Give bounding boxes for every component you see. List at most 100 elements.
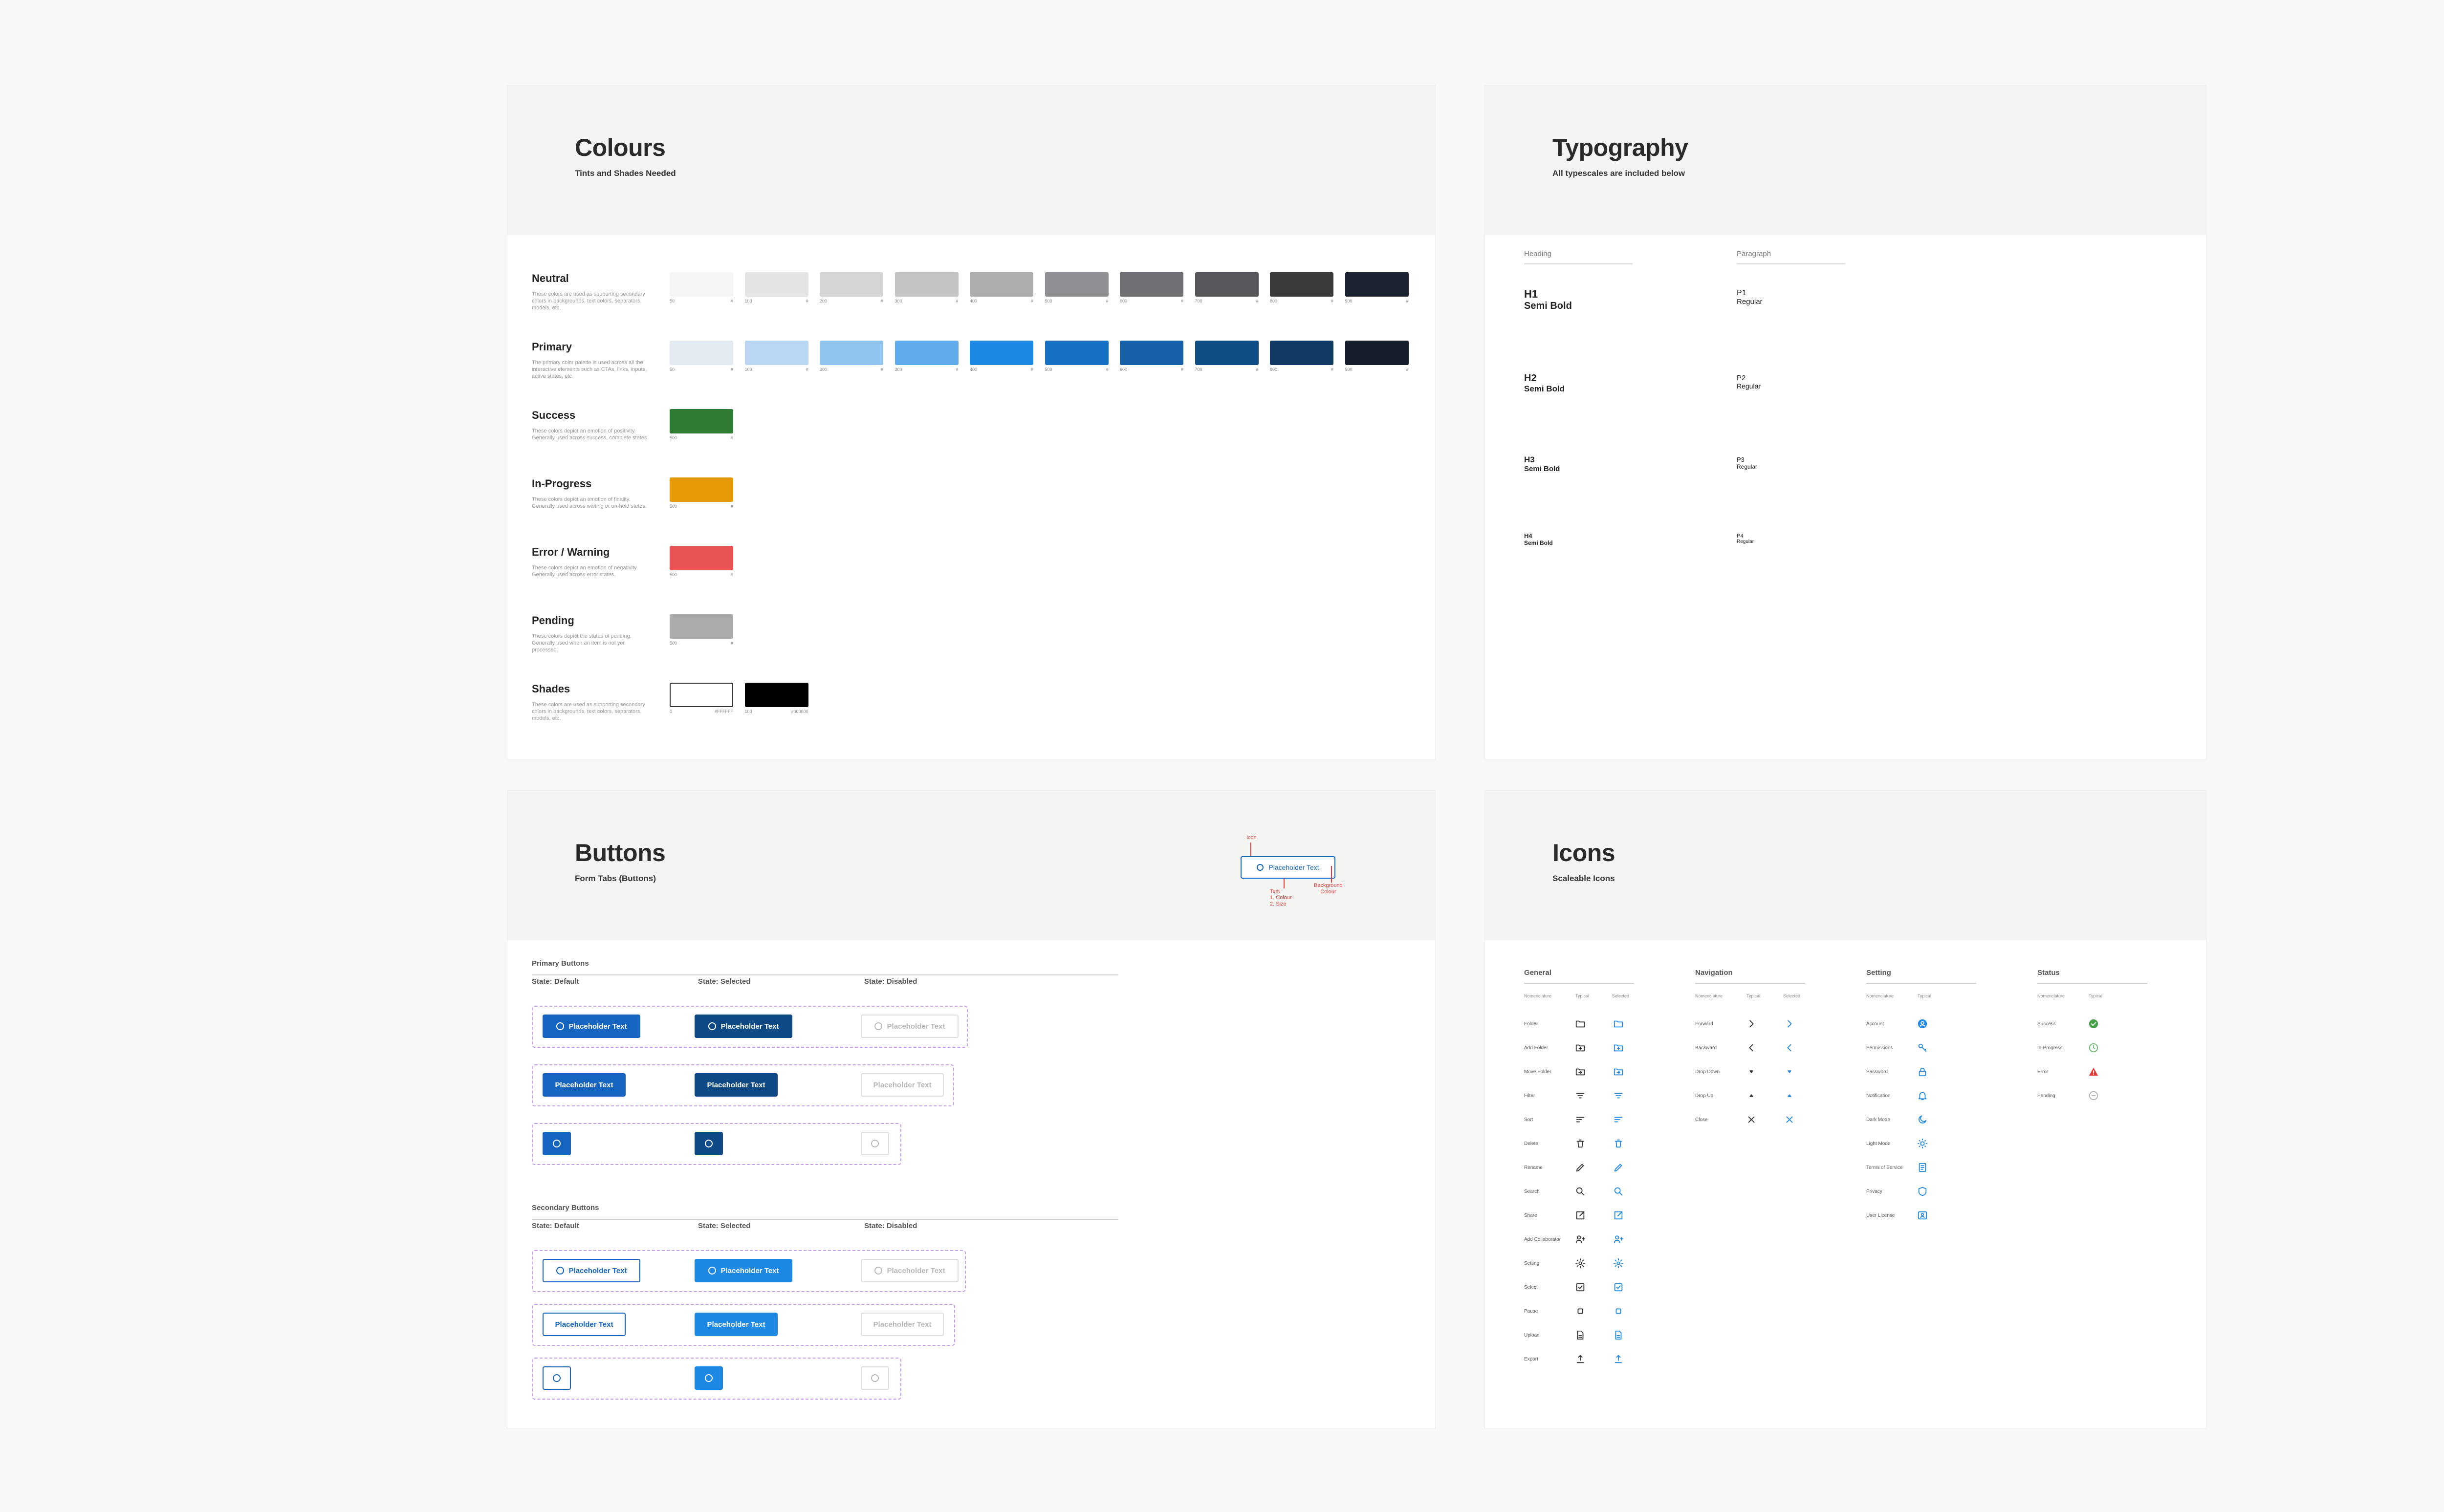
privacy-icon bbox=[1915, 1184, 1930, 1199]
setting-selected-icon bbox=[1611, 1256, 1626, 1271]
icon-column-header: Typical bbox=[1918, 994, 1932, 998]
swatch-hex: # bbox=[730, 299, 733, 303]
icon-column-header: Nomenclature bbox=[1695, 994, 1723, 998]
circle-icon bbox=[705, 1374, 713, 1382]
buttons-subtitle: Form Tabs (Buttons) bbox=[575, 874, 656, 883]
secondary-text-selected-button[interactable]: Placeholder Text bbox=[695, 1313, 778, 1336]
anno-text-size: 2. Size bbox=[1270, 901, 1287, 907]
icon-name: Pending bbox=[2037, 1093, 2055, 1099]
circle-icon bbox=[556, 1022, 564, 1030]
heading-tag: H1 bbox=[1524, 288, 1538, 300]
colour-swatch: 50 # bbox=[670, 341, 733, 374]
icon-name: Notification bbox=[1866, 1093, 1891, 1099]
swatch-hex: # bbox=[806, 367, 808, 372]
swatch-label: 500 # bbox=[1045, 367, 1109, 374]
icon-name: Close bbox=[1695, 1117, 1708, 1123]
swatch-hex: # bbox=[730, 572, 733, 577]
icon-column-divider bbox=[1695, 983, 1805, 984]
icon-column-divider bbox=[1866, 983, 1976, 984]
search-icon bbox=[1573, 1184, 1588, 1199]
colour-name: Error / Warning bbox=[532, 546, 610, 558]
icon-name: Add Folder bbox=[1524, 1045, 1548, 1051]
paragraph-sample-p4: P4 Regular bbox=[1737, 533, 1754, 544]
colour-name: Success bbox=[532, 409, 576, 421]
swatch-hex: # bbox=[1331, 299, 1333, 303]
colour-swatch: 300 # bbox=[895, 272, 959, 305]
swatch-label: 300 # bbox=[895, 367, 959, 374]
typography-title: Typography bbox=[1552, 134, 1688, 161]
primary-icon-text-default-button[interactable]: Placeholder Text bbox=[543, 1015, 640, 1038]
secondary-icon-text-selected-button[interactable]: Placeholder Text bbox=[695, 1259, 792, 1282]
swatch-label: 300 # bbox=[895, 299, 959, 305]
sort-selected-icon bbox=[1611, 1112, 1626, 1127]
colour-swatch: 100 # bbox=[744, 341, 808, 374]
secondary-icon-default-button[interactable] bbox=[543, 1366, 571, 1390]
swatch-fill bbox=[670, 546, 733, 570]
close-icon bbox=[1744, 1112, 1759, 1127]
swatch-fill bbox=[744, 341, 808, 365]
icon-column-header: Typical bbox=[1575, 994, 1590, 998]
delete-icon bbox=[1573, 1136, 1588, 1151]
colour-name: Shades bbox=[532, 683, 570, 695]
swatch-label: 900 # bbox=[1345, 367, 1409, 374]
icon-name: Export bbox=[1524, 1357, 1538, 1362]
add-folder-icon bbox=[1573, 1040, 1588, 1055]
secondary-icon-text-default-button[interactable]: Placeholder Text bbox=[543, 1259, 640, 1282]
paragraph-weight: Regular bbox=[1737, 463, 1758, 470]
pause-icon bbox=[1573, 1304, 1588, 1318]
primary-icon-text-selected-button[interactable]: Placeholder Text bbox=[695, 1015, 792, 1038]
swatch-fill bbox=[1045, 272, 1109, 297]
permissions-icon bbox=[1915, 1040, 1930, 1055]
dark-mode-icon bbox=[1915, 1112, 1930, 1127]
secondary-state-default: State: Default bbox=[532, 1222, 579, 1230]
icons-subtitle: Scaleable Icons bbox=[1552, 874, 1615, 883]
swatch-label: 500 # bbox=[670, 504, 733, 511]
anno-text-line bbox=[1284, 879, 1285, 888]
colour-swatch: 0 #FFFFFF bbox=[670, 683, 733, 716]
swatch-weight: 500 bbox=[670, 641, 677, 646]
primary-icon-disabled-button bbox=[861, 1132, 889, 1155]
swatch-hex: # bbox=[956, 367, 959, 372]
paragraph-column-divider bbox=[1737, 263, 1845, 264]
icon-name: Share bbox=[1524, 1213, 1537, 1218]
heading-column-divider bbox=[1524, 263, 1633, 264]
swatch-fill bbox=[1195, 341, 1259, 365]
colour-swatch: 900 # bbox=[1345, 272, 1409, 305]
colour-swatch: 400 # bbox=[970, 341, 1033, 374]
light-mode-icon bbox=[1915, 1136, 1930, 1151]
primary-text-default-button[interactable]: Placeholder Text bbox=[543, 1073, 626, 1097]
typography-panel: Typography All typescales are included b… bbox=[1485, 86, 2206, 759]
swatch-label: 400 # bbox=[970, 299, 1033, 305]
primary-icon-default-button[interactable] bbox=[543, 1132, 571, 1155]
icon-name: Terms of Service bbox=[1866, 1165, 1903, 1170]
primary-state-disabled: State: Disabled bbox=[864, 977, 917, 986]
typography-subtitle: All typescales are included below bbox=[1552, 169, 1685, 178]
swatch-label: 100 # bbox=[745, 367, 808, 374]
button-label: Placeholder Text bbox=[873, 1320, 932, 1329]
primary-icon-selected-button[interactable] bbox=[695, 1132, 723, 1155]
primary-text-disabled-button: Placeholder Text bbox=[861, 1073, 944, 1097]
swatch-hex: # bbox=[730, 504, 733, 509]
select-icon bbox=[1573, 1280, 1588, 1295]
secondary-icon-selected-button[interactable] bbox=[695, 1366, 723, 1390]
icon-column-header: Typical bbox=[2089, 994, 2103, 998]
button-label: Placeholder Text bbox=[720, 1022, 779, 1031]
circle-icon bbox=[553, 1140, 561, 1147]
colour-swatch: 500 # bbox=[1045, 272, 1109, 305]
swatch-weight: 500 bbox=[670, 504, 677, 509]
circle-icon bbox=[705, 1140, 713, 1147]
primary-text-selected-button[interactable]: Placeholder Text bbox=[695, 1073, 778, 1097]
secondary-text-default-button[interactable]: Placeholder Text bbox=[543, 1313, 626, 1336]
primary-state-default: State: Default bbox=[532, 977, 579, 986]
anno-bg-colour: Colour bbox=[1320, 889, 1336, 895]
circle-icon bbox=[874, 1022, 882, 1030]
icon-name: Delete bbox=[1524, 1141, 1538, 1146]
icon-column-title: General bbox=[1524, 969, 1551, 977]
paragraph-tag: P1 bbox=[1737, 289, 1746, 297]
colours-panel: Colours Tints and Shades Needed Neutral T… bbox=[507, 86, 1435, 759]
swatch-label: 500 # bbox=[670, 435, 733, 442]
swatch-label: 500 # bbox=[670, 572, 733, 579]
icon-name: Sort bbox=[1524, 1117, 1533, 1123]
swatch-weight: 100 bbox=[744, 709, 752, 714]
colour-description: These colors depict an emotion of negati… bbox=[532, 565, 638, 578]
